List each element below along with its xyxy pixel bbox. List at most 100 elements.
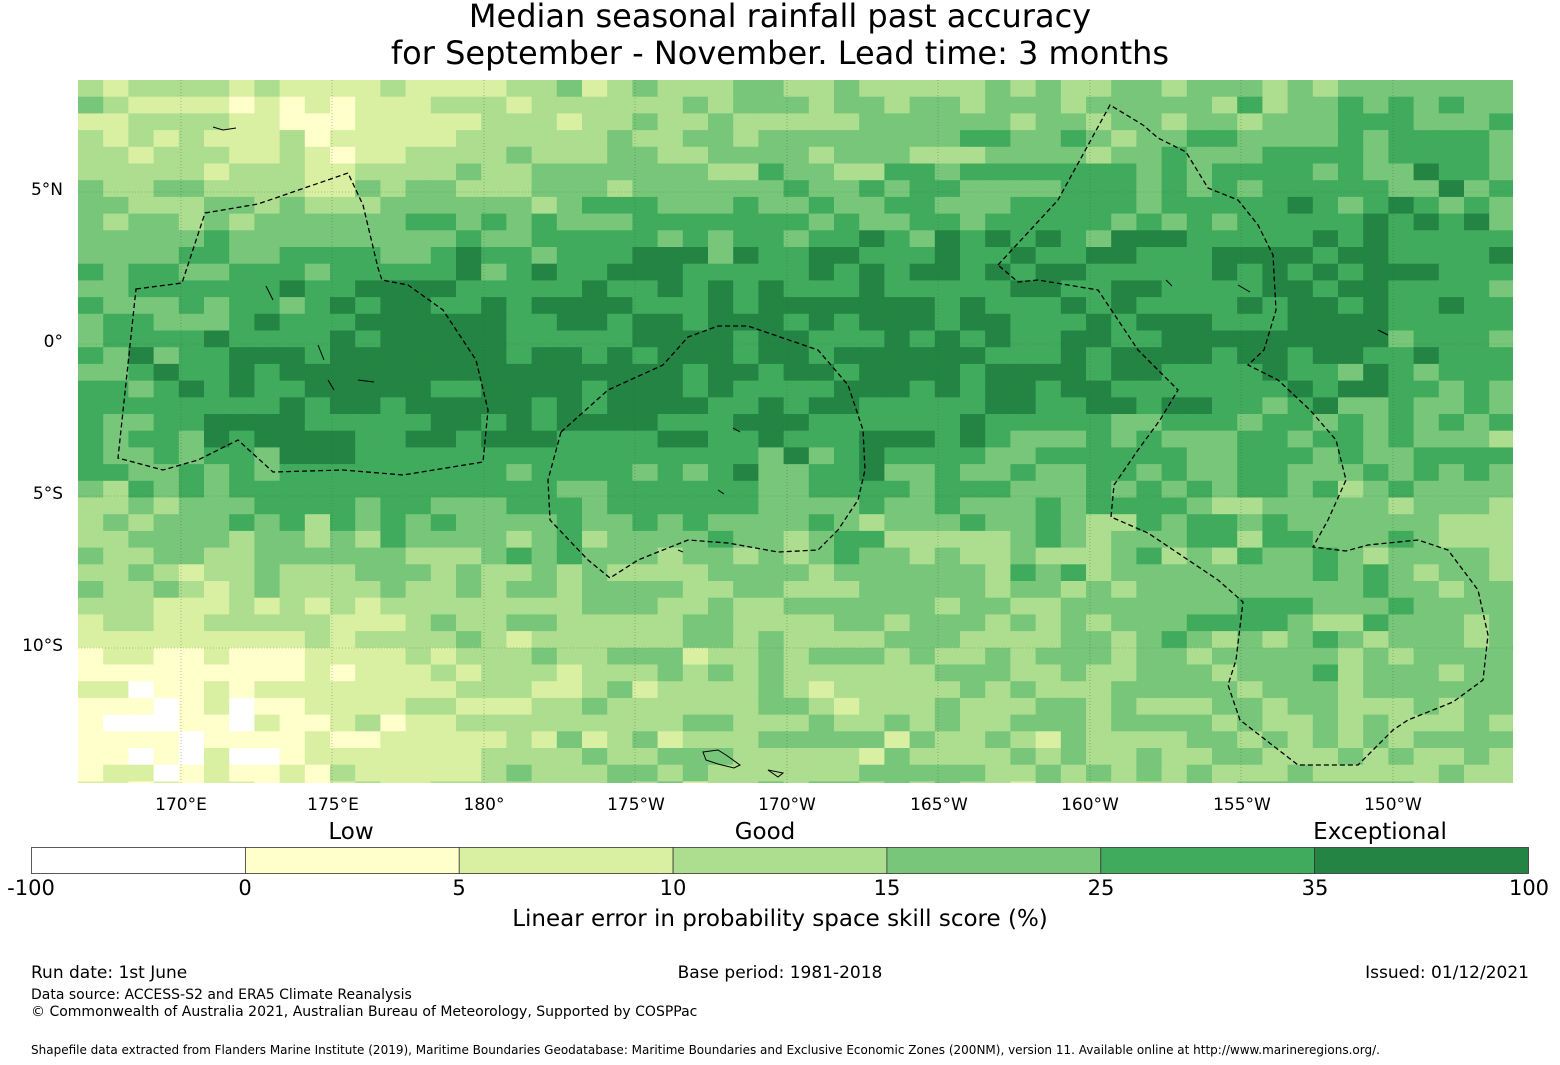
grid-cell bbox=[229, 347, 255, 365]
grid-cell bbox=[103, 363, 129, 382]
grid-cell bbox=[682, 163, 709, 181]
grid-cell bbox=[934, 247, 961, 265]
grid-cell bbox=[78, 330, 104, 348]
grid-cell bbox=[1287, 297, 1314, 315]
grid-cell bbox=[1237, 581, 1263, 599]
grid-cell bbox=[380, 514, 407, 532]
grid-cell bbox=[859, 247, 885, 265]
grid-cell bbox=[254, 414, 281, 432]
grid-cell bbox=[934, 230, 961, 248]
grid-cell bbox=[531, 631, 558, 649]
grid-cell bbox=[1489, 213, 1513, 231]
grid-cell bbox=[78, 113, 104, 131]
grid-cell bbox=[783, 697, 810, 716]
grid-cell bbox=[254, 430, 281, 448]
grid-cell bbox=[657, 313, 684, 331]
grid-cell bbox=[178, 664, 205, 682]
grid-cell bbox=[834, 581, 860, 599]
grid-cell bbox=[985, 748, 1011, 766]
grid-cell bbox=[1388, 380, 1415, 398]
grid-cell bbox=[934, 614, 961, 632]
grid-cell bbox=[1035, 547, 1062, 565]
grid-cell bbox=[380, 731, 407, 749]
grid-cell bbox=[229, 163, 255, 181]
grid-cell bbox=[1161, 547, 1188, 565]
grid-cell bbox=[733, 697, 759, 716]
grid-cell bbox=[1161, 731, 1188, 749]
grid-cell bbox=[78, 280, 104, 298]
grid-cell bbox=[985, 497, 1011, 515]
grid-cell bbox=[808, 213, 835, 231]
grid-cell bbox=[1363, 196, 1389, 215]
grid-cell bbox=[556, 397, 583, 415]
grid-cell bbox=[682, 213, 709, 231]
grid-cell bbox=[1086, 297, 1112, 315]
grid-cell bbox=[934, 213, 961, 231]
grid-cell bbox=[783, 347, 810, 365]
grid-cell bbox=[178, 297, 205, 315]
grid-cell bbox=[481, 731, 507, 749]
grid-cell bbox=[934, 781, 961, 783]
grid-cell bbox=[632, 597, 659, 615]
grid-cell bbox=[1338, 597, 1364, 615]
grid-cell bbox=[758, 297, 785, 315]
grid-cell bbox=[1035, 80, 1062, 98]
data-source: Data source: ACCESS-S2 and ERA5 Climate … bbox=[31, 987, 412, 1003]
grid-cell bbox=[934, 297, 961, 315]
grid-cell bbox=[330, 697, 356, 716]
grid-cell bbox=[1287, 247, 1314, 265]
grid-cell bbox=[380, 397, 407, 415]
grid-cell bbox=[859, 781, 885, 783]
grid-cell bbox=[254, 330, 281, 348]
grid-cell bbox=[78, 564, 104, 582]
grid-cell bbox=[481, 280, 507, 298]
grid-cell bbox=[103, 697, 129, 716]
grid-cell bbox=[808, 430, 835, 448]
grid-cell bbox=[960, 363, 986, 382]
grid-cell bbox=[178, 564, 205, 582]
grid-cell bbox=[934, 764, 961, 782]
grid-cell bbox=[758, 163, 785, 181]
grid-cell bbox=[1413, 163, 1440, 181]
grid-cell bbox=[380, 280, 407, 298]
island-line-atolls bbox=[1165, 279, 1389, 336]
grid-cell bbox=[1489, 247, 1513, 265]
grid-cell bbox=[934, 697, 961, 716]
grid-cell bbox=[1111, 313, 1137, 331]
grid-cell bbox=[1136, 564, 1163, 582]
grid-cell bbox=[254, 313, 281, 331]
grid-cell bbox=[506, 280, 533, 298]
grid-cell bbox=[1262, 347, 1289, 365]
grid-cell bbox=[178, 163, 205, 181]
grid-cell bbox=[330, 764, 356, 782]
grid-cell bbox=[783, 731, 810, 749]
grid-cell bbox=[1489, 297, 1513, 315]
grid-cell bbox=[355, 430, 381, 448]
grid-cell bbox=[1186, 113, 1213, 131]
grid-cell bbox=[1010, 313, 1037, 331]
grid-cell bbox=[1161, 96, 1188, 114]
grid-cell bbox=[1287, 180, 1314, 198]
grid-cell bbox=[859, 564, 885, 582]
grid-cell bbox=[1438, 196, 1465, 215]
grid-cell bbox=[834, 80, 860, 98]
grid-cell bbox=[1010, 180, 1037, 198]
grid-cell bbox=[808, 731, 835, 749]
grid-cell bbox=[834, 230, 860, 248]
grid-cell bbox=[909, 113, 936, 131]
grid-cell bbox=[607, 664, 633, 682]
grid-cell bbox=[178, 464, 205, 482]
grid-cell bbox=[254, 631, 281, 649]
grid-cell bbox=[758, 748, 785, 766]
grid-cell bbox=[355, 530, 381, 549]
grid-cell bbox=[330, 363, 356, 382]
grid-cell bbox=[531, 664, 558, 682]
grid-cell bbox=[1262, 714, 1289, 732]
grid-cell bbox=[934, 547, 961, 565]
grid-cell bbox=[1388, 631, 1415, 649]
grid-cell bbox=[330, 714, 356, 732]
grid-cell bbox=[1413, 681, 1440, 699]
grid-cell bbox=[178, 631, 205, 649]
grid-cell bbox=[506, 380, 533, 398]
grid-cell bbox=[657, 647, 684, 665]
